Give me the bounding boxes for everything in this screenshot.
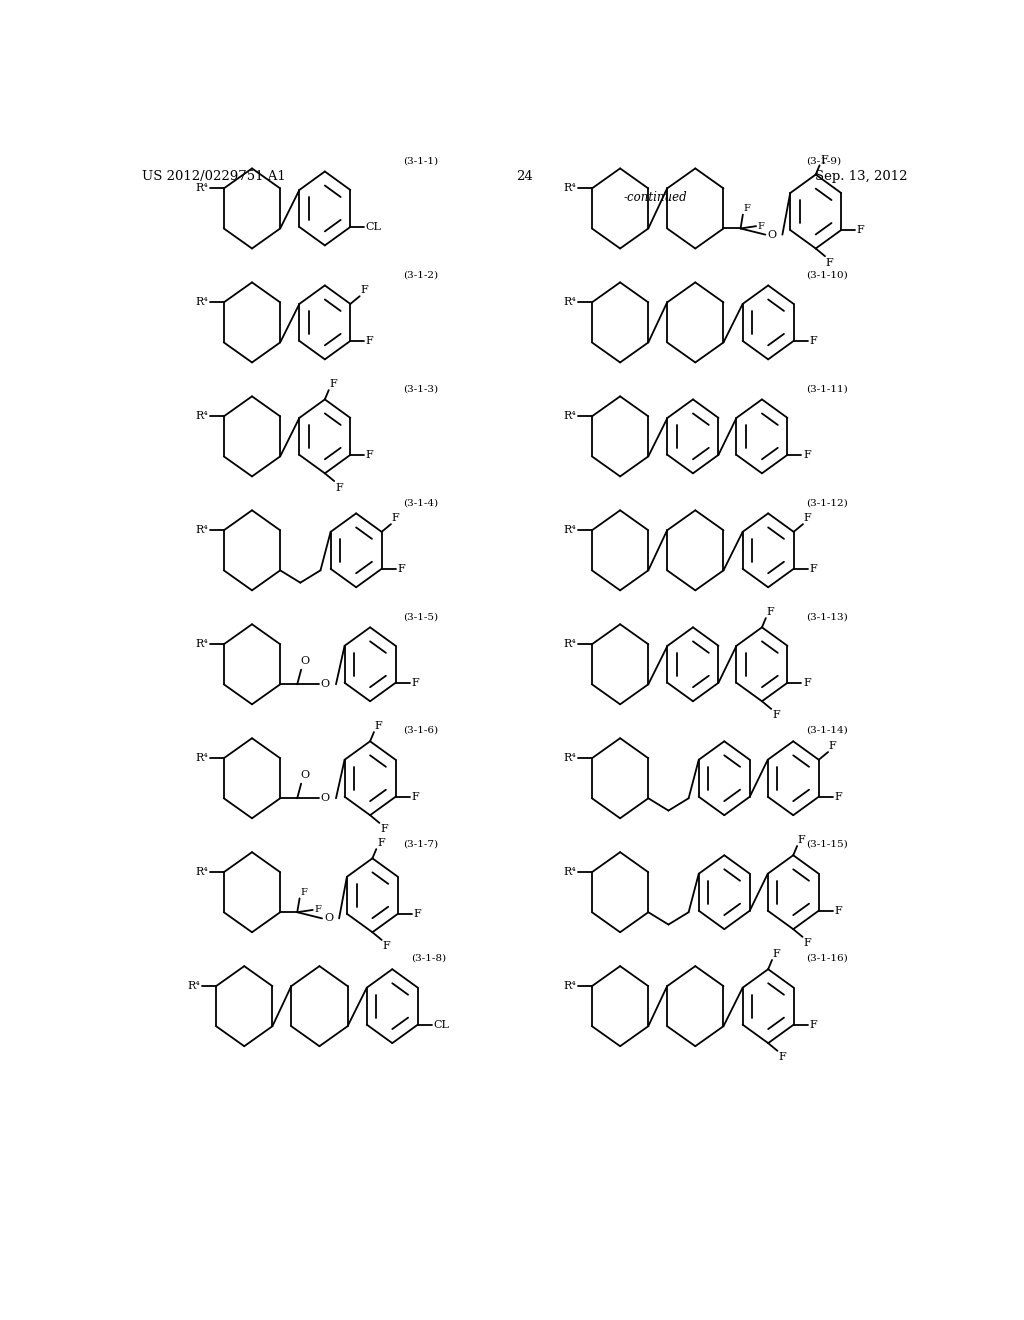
Text: -continued: -continued [624, 191, 687, 203]
Text: F: F [392, 512, 399, 523]
Text: R⁴: R⁴ [563, 867, 577, 878]
Text: F: F [377, 838, 385, 849]
Text: (3-1-12): (3-1-12) [806, 498, 848, 507]
Text: O: O [300, 770, 309, 780]
Text: F: F [743, 205, 751, 213]
Text: F: F [825, 257, 834, 268]
Text: F: F [857, 224, 864, 235]
Text: (3-1-10): (3-1-10) [806, 271, 848, 279]
Text: R⁴: R⁴ [196, 525, 208, 536]
Text: (3-1-7): (3-1-7) [403, 840, 438, 849]
Text: O: O [325, 913, 334, 924]
Text: R⁴: R⁴ [196, 183, 208, 194]
Text: O: O [300, 656, 309, 665]
Text: (3-1-8): (3-1-8) [411, 954, 446, 962]
Text: (3-1-13): (3-1-13) [806, 612, 848, 620]
Text: F: F [809, 564, 817, 574]
Text: F: F [803, 939, 811, 948]
Text: (3-1-1): (3-1-1) [403, 156, 438, 165]
Text: R⁴: R⁴ [187, 981, 201, 991]
Text: F: F [778, 1052, 786, 1063]
Text: R⁴: R⁴ [563, 412, 577, 421]
Text: F: F [397, 564, 404, 574]
Text: F: F [300, 888, 307, 896]
Text: (3-1-2): (3-1-2) [403, 271, 438, 279]
Text: (3-1-4): (3-1-4) [403, 498, 438, 507]
Text: F: F [411, 792, 419, 801]
Text: O: O [321, 793, 330, 804]
Text: (3-1-11): (3-1-11) [806, 384, 848, 393]
Text: F: F [804, 512, 811, 523]
Text: O: O [768, 230, 777, 240]
Text: R⁴: R⁴ [563, 183, 577, 194]
Text: F: F [366, 335, 374, 346]
Text: F: F [773, 949, 780, 960]
Text: Sep. 13, 2012: Sep. 13, 2012 [815, 170, 907, 183]
Text: R⁴: R⁴ [563, 754, 577, 763]
Text: R⁴: R⁴ [196, 639, 208, 649]
Text: F: F [820, 154, 828, 165]
Text: (3-1-3): (3-1-3) [403, 384, 438, 393]
Text: 24: 24 [516, 170, 534, 183]
Text: F: F [835, 792, 842, 801]
Text: R⁴: R⁴ [196, 867, 208, 878]
Text: R⁴: R⁴ [196, 412, 208, 421]
Text: F: F [366, 450, 374, 459]
Text: US 2012/0229751 A1: US 2012/0229751 A1 [142, 170, 286, 183]
Text: O: O [321, 680, 330, 689]
Text: F: F [828, 741, 837, 751]
Text: F: F [383, 941, 390, 952]
Text: F: F [380, 825, 388, 834]
Text: R⁴: R⁴ [563, 525, 577, 536]
Text: F: F [835, 906, 842, 916]
Text: F: F [314, 906, 322, 915]
Text: F: F [767, 607, 774, 618]
Text: CL: CL [433, 1019, 450, 1030]
Text: (3-1-5): (3-1-5) [403, 612, 438, 620]
Text: F: F [809, 1019, 817, 1030]
Text: CL: CL [366, 222, 382, 232]
Text: F: F [375, 721, 383, 731]
Text: R⁴: R⁴ [563, 639, 577, 649]
Text: F: F [803, 677, 811, 688]
Text: R⁴: R⁴ [563, 297, 577, 308]
Text: (3-1-14): (3-1-14) [806, 726, 848, 735]
Text: (3-1-6): (3-1-6) [403, 726, 438, 735]
Text: F: F [330, 379, 337, 389]
Text: (3-1-9): (3-1-9) [806, 156, 842, 165]
Text: F: F [335, 483, 343, 492]
Text: F: F [798, 836, 806, 845]
Text: F: F [803, 450, 811, 459]
Text: F: F [411, 677, 419, 688]
Text: (3-1-16): (3-1-16) [806, 954, 848, 962]
Text: F: F [414, 908, 421, 919]
Text: (3-1-15): (3-1-15) [806, 840, 848, 849]
Text: F: F [772, 710, 779, 721]
Text: R⁴: R⁴ [196, 754, 208, 763]
Text: F: F [360, 285, 369, 294]
Text: R⁴: R⁴ [196, 297, 208, 308]
Text: R⁴: R⁴ [563, 981, 577, 991]
Text: F: F [809, 335, 817, 346]
Text: F: F [758, 222, 765, 231]
